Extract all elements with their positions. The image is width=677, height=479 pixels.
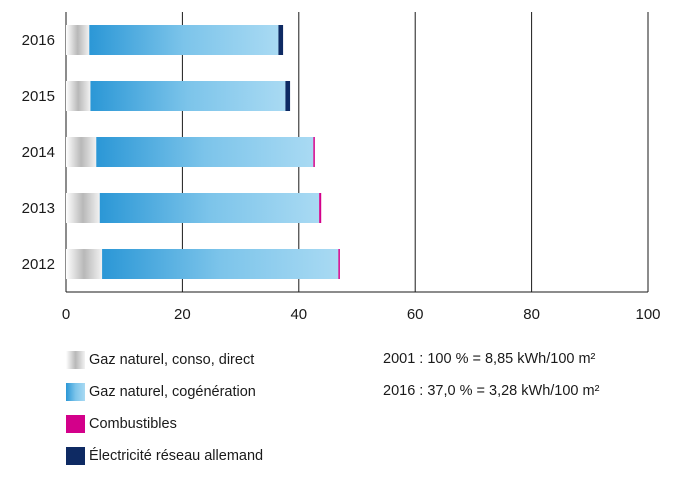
bar-group-2015 <box>66 81 291 111</box>
y-tick-label-2012: 2012 <box>22 256 55 273</box>
note-2001: 2001 : 100 % = 8,85 kWh/100 m² <box>383 351 596 367</box>
bar-2012-gaz-naturel-conso-direct <box>66 249 103 279</box>
chart-legend: Gaz naturel, conso, direct Gaz naturel, … <box>66 351 263 479</box>
y-tick-label-2013: 2013 <box>22 200 55 217</box>
legend-swatch-gaz-direct <box>66 351 85 369</box>
bar-2012-gaz-naturel-cogeneration <box>102 249 339 279</box>
bar-group-2012 <box>66 249 340 279</box>
bar-chart: 2016 2015 2014 2013 2012 0 20 40 60 80 100 <box>22 12 661 323</box>
legend-label-combustibles: Combustibles <box>89 416 177 432</box>
bar-2013-combustibles <box>319 193 322 223</box>
bar-2016-electricite-reseau-allemand <box>278 25 284 55</box>
bar-2016-gaz-naturel-conso-direct <box>66 25 90 55</box>
legend-label-electricite: Électricité réseau allemand <box>89 448 264 464</box>
chart-bars <box>66 25 340 279</box>
bar-2013-gaz-naturel-conso-direct <box>66 193 100 223</box>
legend-label-gaz-cogeneration: Gaz naturel, cogénération <box>89 384 256 400</box>
bar-2014-gaz-naturel-cogeneration <box>96 137 314 167</box>
bar-group-2013 <box>66 193 322 223</box>
chart-grid <box>65 12 649 293</box>
bar-2014-gaz-naturel-conso-direct <box>66 137 97 167</box>
chart-notes: 2001 : 100 % = 8,85 kWh/100 m² 2016 : 37… <box>383 351 599 415</box>
bar-group-2014 <box>66 137 315 167</box>
x-axis-labels: 0 20 40 60 80 100 <box>62 306 661 323</box>
x-tick-label-80: 80 <box>523 306 540 323</box>
y-tick-label-2015: 2015 <box>22 88 55 105</box>
legend-swatch-gaz-cogeneration <box>66 383 85 401</box>
x-tick-label-20: 20 <box>174 306 191 323</box>
y-tick-label-2016: 2016 <box>22 32 55 49</box>
legend-item-electricite: Électricité réseau allemand <box>66 447 263 465</box>
note-2016: 2016 : 37,0 % = 3,28 kWh/100 m² <box>383 383 600 399</box>
x-tick-label-60: 60 <box>407 306 424 323</box>
legend-item-combustibles: Combustibles <box>66 415 263 433</box>
legend-swatch-electricite <box>66 447 85 465</box>
legend-item-gaz-cogeneration: Gaz naturel, cogénération <box>66 383 263 401</box>
bar-2015-electricite-reseau-allemand <box>285 81 291 111</box>
x-tick-label-0: 0 <box>62 306 70 323</box>
legend-label-gaz-direct: Gaz naturel, conso, direct <box>89 352 255 368</box>
x-tick-label-100: 100 <box>635 306 660 323</box>
bar-2014-combustibles <box>313 137 315 167</box>
bar-group-2016 <box>66 25 284 55</box>
bar-2015-gaz-naturel-cogeneration <box>90 81 286 111</box>
legend-swatch-combustibles <box>66 415 85 433</box>
bar-2016-gaz-naturel-cogeneration <box>89 25 279 55</box>
bar-2013-gaz-naturel-cogeneration <box>99 193 320 223</box>
bar-2012-combustibles <box>338 249 340 279</box>
legend-item-gaz-direct: Gaz naturel, conso, direct <box>66 351 263 369</box>
y-tick-label-2014: 2014 <box>22 144 55 161</box>
bar-2015-gaz-naturel-conso-direct <box>66 81 91 111</box>
y-axis-labels: 2016 2015 2014 2013 2012 <box>22 32 55 273</box>
x-tick-label-40: 40 <box>290 306 307 323</box>
